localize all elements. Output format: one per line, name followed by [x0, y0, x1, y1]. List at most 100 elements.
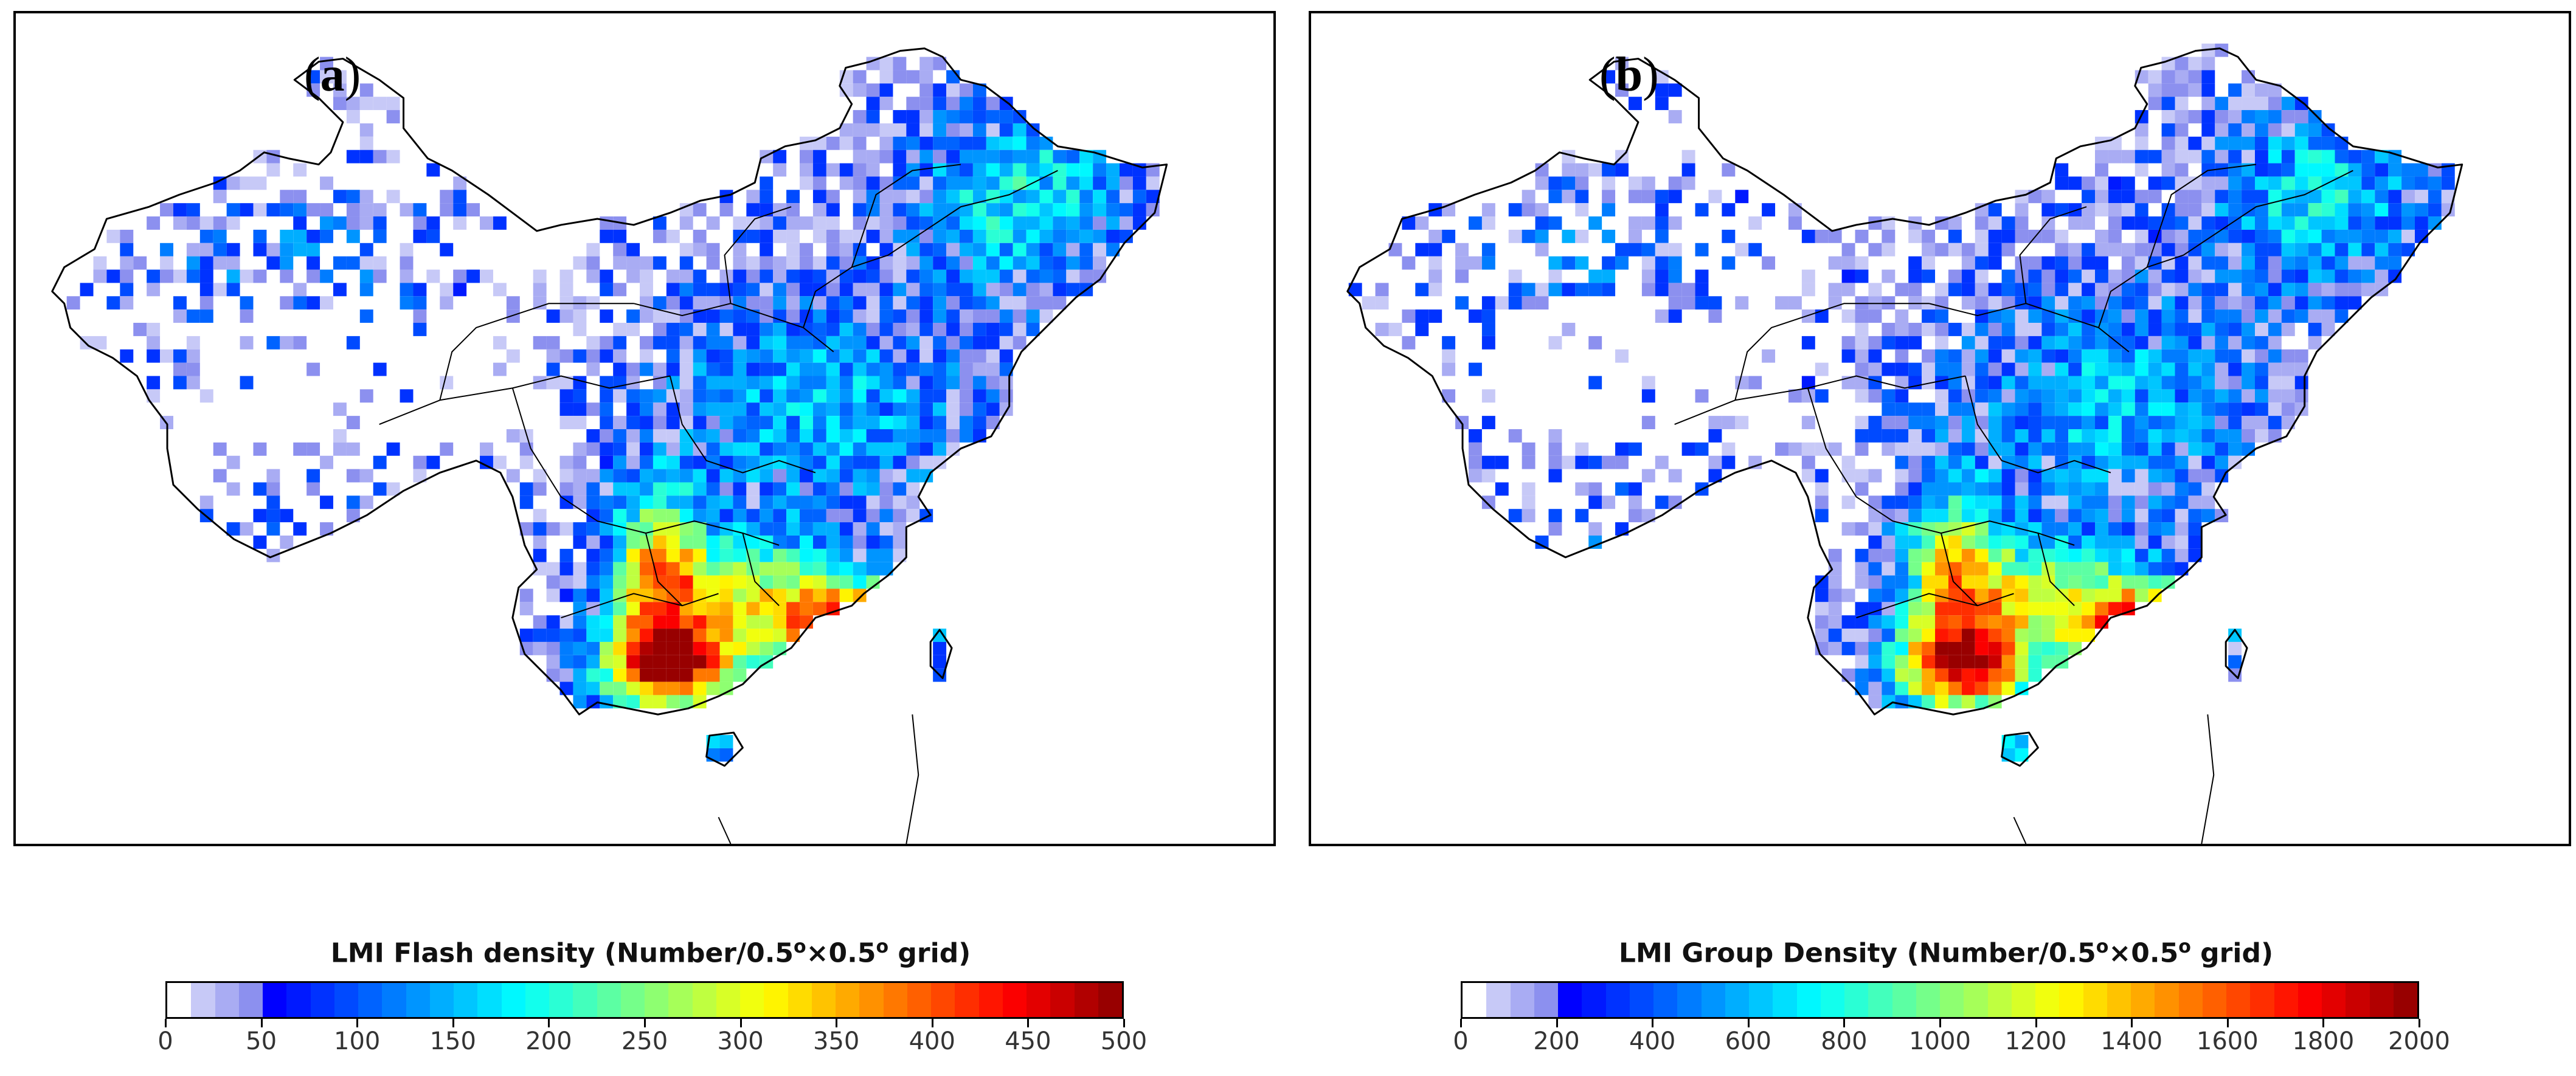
province-border: [2219, 170, 2353, 232]
density-cell: [893, 376, 907, 390]
density-cell: [1655, 309, 1669, 323]
nine-dash-line: [2201, 714, 2215, 844]
density-cell: [2068, 376, 2082, 390]
colorbar-bin: [2369, 983, 2394, 1017]
density-cell: [972, 216, 986, 230]
density-cell: [1053, 163, 1067, 177]
density-cell: [1961, 602, 1975, 616]
density-cell: [266, 522, 280, 536]
density-cell: [719, 602, 733, 616]
density-cell: [986, 402, 1000, 416]
colorbar-tick: [1652, 1019, 1654, 1027]
density-cell: [1922, 588, 1936, 602]
density-cell: [346, 469, 360, 483]
density-cell: [2361, 216, 2375, 230]
density-cell: [719, 469, 733, 483]
density-cell: [2188, 495, 2202, 509]
density-cell: [1481, 469, 1495, 483]
density-cell: [2001, 309, 2015, 323]
density-cell: [2188, 402, 2202, 416]
density-cell: [480, 216, 493, 230]
density-cell: [773, 150, 787, 164]
density-cell: [853, 283, 867, 297]
colorbar-bin: [668, 983, 693, 1017]
density-cell: [573, 455, 587, 469]
density-cell: [2055, 416, 2069, 429]
density-cell: [613, 469, 627, 483]
density-cell: [2095, 309, 2108, 323]
density-cell: [1895, 535, 1909, 549]
density-cell: [853, 402, 867, 416]
density-cell: [2281, 136, 2295, 150]
density-cell: [2375, 190, 2389, 204]
density-cell: [879, 376, 893, 390]
density-cell: [2175, 442, 2189, 456]
density-cell: [120, 349, 134, 363]
density-cell: [733, 615, 747, 629]
density-cell: [946, 123, 960, 137]
density-cell: [719, 735, 733, 748]
density-cell: [1922, 522, 1936, 536]
density-cell: [2068, 522, 2082, 536]
density-cell: [2121, 416, 2135, 429]
density-cell: [2028, 336, 2042, 350]
density-cell: [839, 469, 853, 483]
density-cell: [786, 575, 800, 589]
density-cell: [2335, 163, 2349, 177]
density-cell: [373, 203, 387, 217]
density-cell: [879, 97, 893, 111]
density-cell: [519, 495, 533, 509]
density-cell: [1908, 548, 1922, 562]
density-cell: [2242, 190, 2255, 204]
density-cell: [2254, 336, 2268, 350]
density-cell: [2175, 416, 2189, 429]
density-cell: [853, 136, 867, 150]
density-cell: [653, 535, 667, 549]
density-cell: [1855, 629, 1869, 642]
density-cell: [1628, 97, 1642, 111]
density-cell: [1535, 229, 1549, 243]
density-cell: [533, 469, 547, 483]
density-cell: [733, 243, 747, 257]
density-cell: [1828, 256, 1842, 270]
density-cell: [1641, 469, 1655, 483]
colorbar-tick: [1123, 1019, 1125, 1027]
density-cell: [812, 163, 826, 177]
density-cell: [1588, 495, 1602, 509]
density-cell: [1988, 602, 2002, 616]
density-cell: [1841, 269, 1855, 283]
density-cell: [1641, 256, 1655, 270]
density-cell: [2001, 349, 2015, 363]
density-cell: [972, 416, 986, 429]
density-cell: [2215, 442, 2229, 456]
density-cell: [1508, 203, 1522, 217]
density-cell: [120, 296, 134, 310]
density-cell: [2001, 336, 2015, 350]
density-cell: [2335, 216, 2349, 230]
density-cell: [1681, 176, 1695, 190]
density-cell: [653, 229, 667, 243]
density-cell: [373, 269, 387, 283]
density-cell: [1908, 629, 1922, 642]
density-cell: [853, 296, 867, 310]
density-cell: [359, 283, 373, 297]
density-cell: [2201, 216, 2215, 230]
density-cell: [2068, 402, 2082, 416]
density-cell: [919, 455, 933, 469]
density-cell: [2175, 389, 2189, 403]
density-cell: [2375, 163, 2389, 177]
density-cell: [1882, 615, 1896, 629]
density-cell: [1855, 602, 1869, 616]
density-cell: [760, 336, 774, 350]
density-cell: [1039, 243, 1053, 257]
density-cell: [972, 336, 986, 350]
density-cell: [1562, 163, 1576, 177]
density-cell: [760, 389, 774, 403]
density-cell: [812, 203, 826, 217]
density-cell: [812, 176, 826, 190]
density-cell: [2068, 469, 2082, 483]
density-cell: [1895, 309, 1909, 323]
density-cell: [1935, 349, 1948, 363]
density-cell: [2041, 655, 2055, 669]
density-cell: [2121, 349, 2135, 363]
